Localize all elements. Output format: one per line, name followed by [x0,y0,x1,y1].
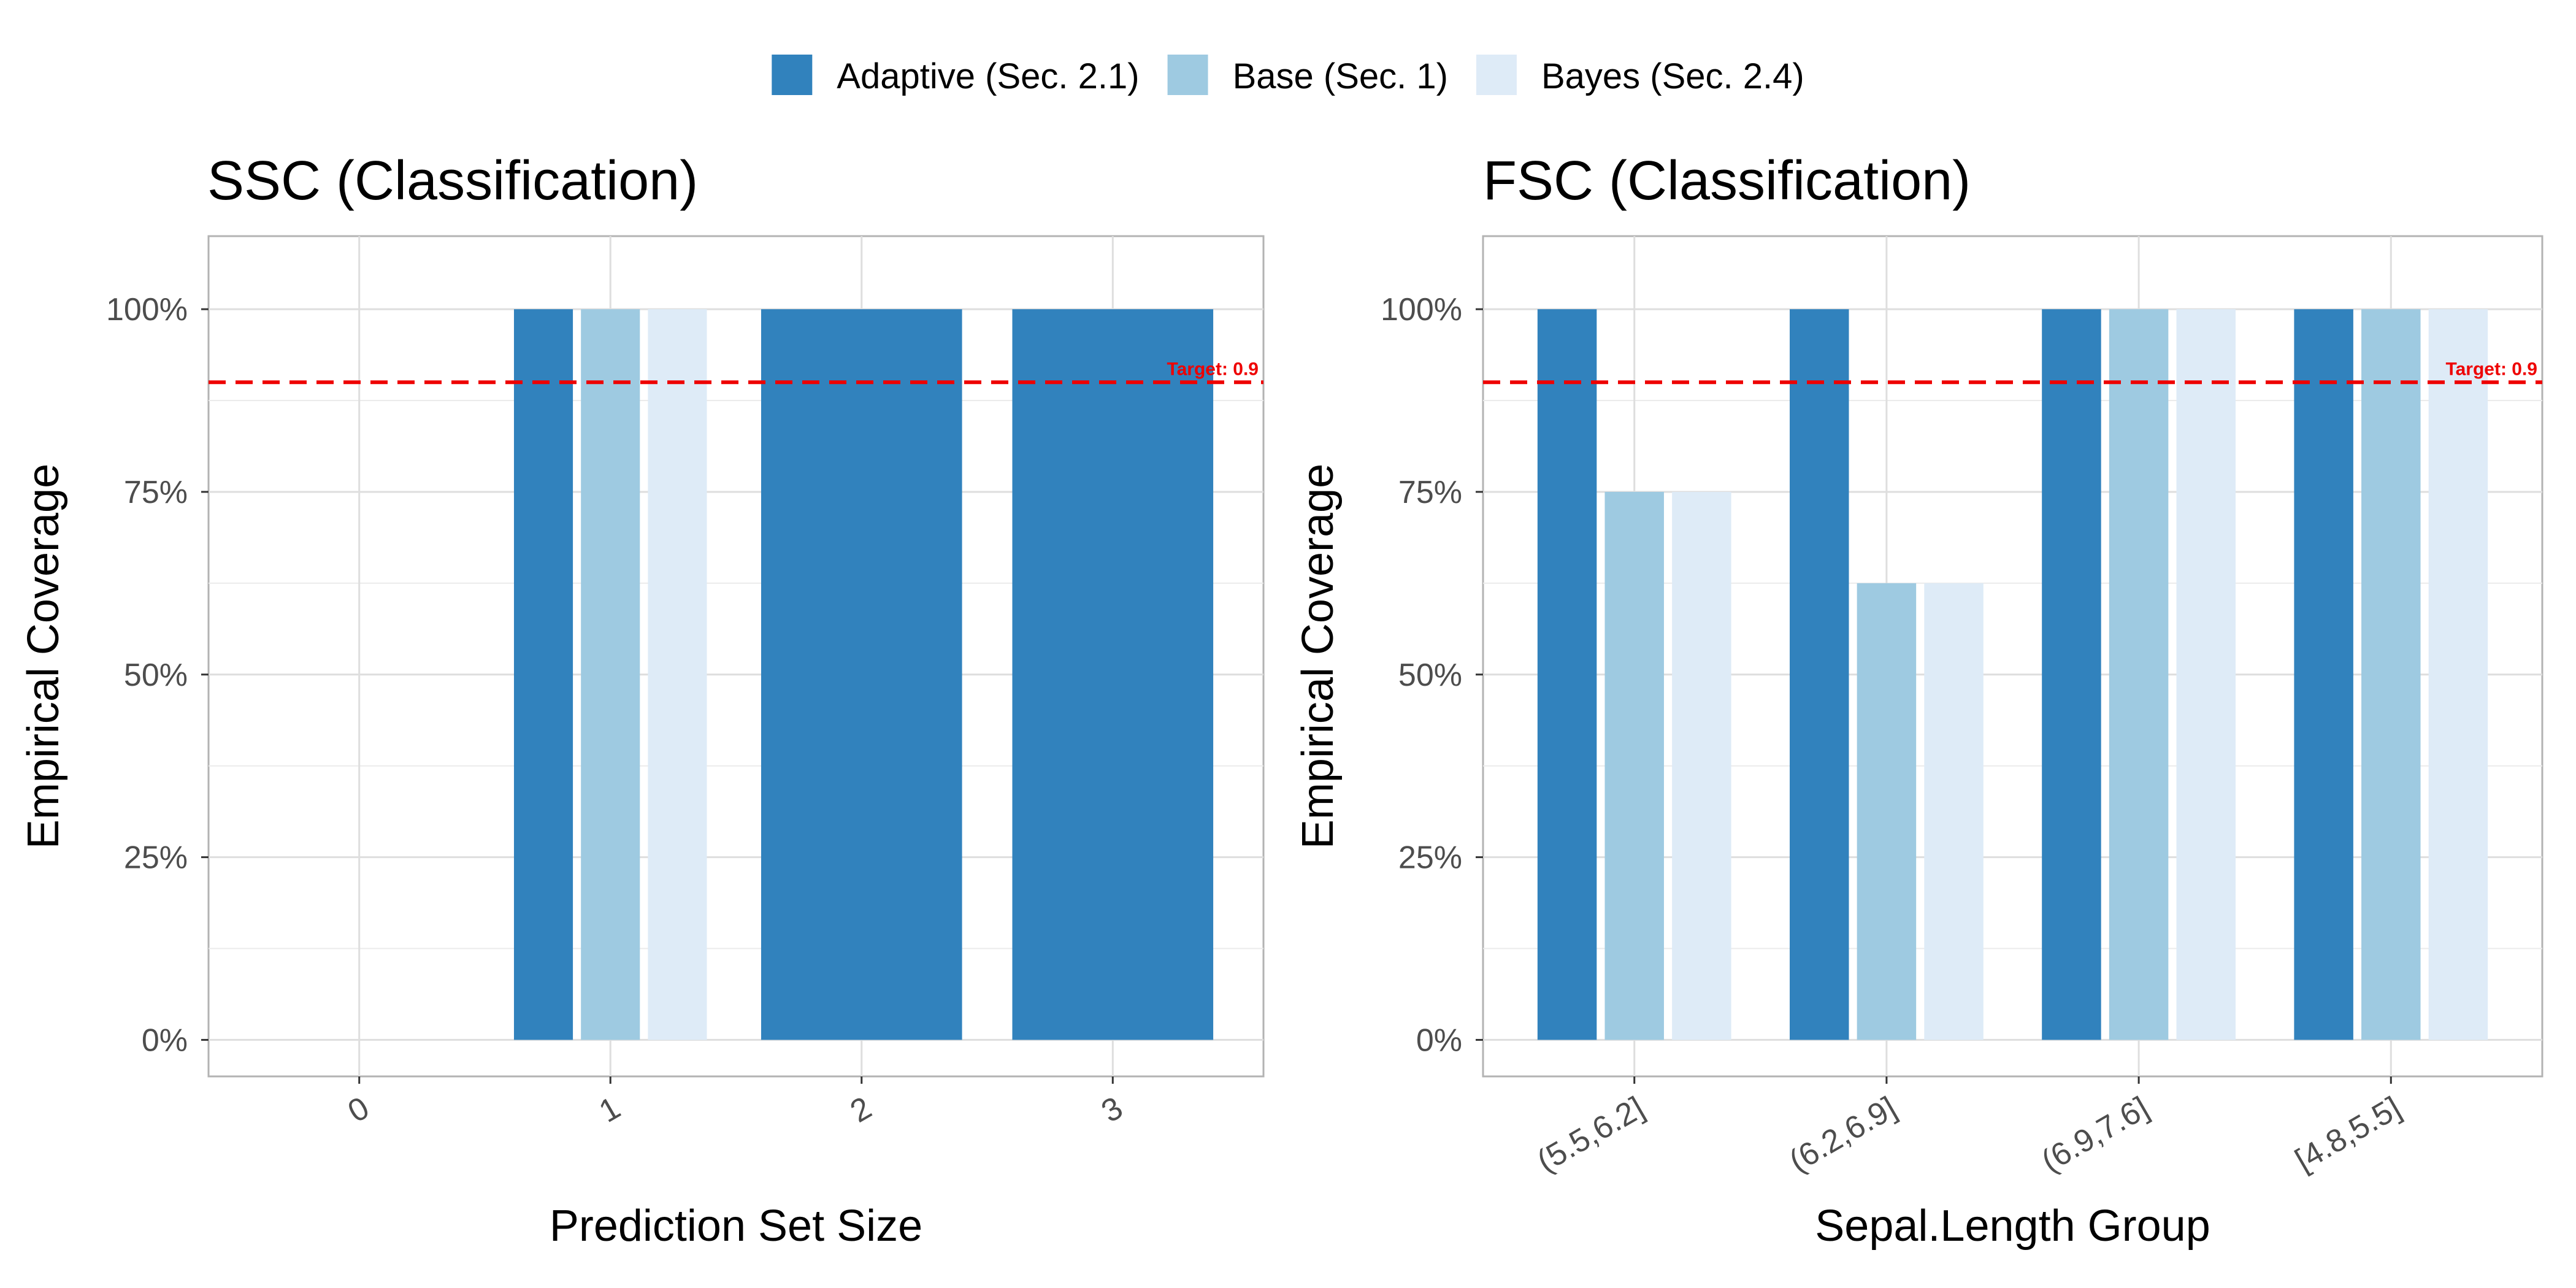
y-axis-title: Empirical Coverage [1294,464,1343,849]
bar [581,309,640,1040]
y-tick-label: 100% [1381,292,1462,328]
bar [1790,309,1849,1040]
bar [1672,491,1731,1040]
y-axis-title: Empirical Coverage [19,464,68,849]
bar [2428,309,2488,1040]
x-tick-label: (5.5,6.2] [1531,1090,1650,1179]
panel-title: SSC (Classification) [207,150,698,212]
bar [2109,309,2169,1040]
y-tick-label: 0% [1416,1022,1462,1058]
y-tick-label: 75% [124,475,188,510]
target-label: Target: 0.9 [2446,359,2538,379]
bar [761,309,962,1040]
x-tick-label: (6.9,7.6] [2036,1090,2155,1179]
x-axis-title: Sepal.Length Group [1815,1202,2210,1251]
y-tick-label: 25% [124,840,188,876]
y-tick-label: 100% [106,292,188,328]
x-axis-title: Prediction Set Size [550,1202,922,1251]
bar [1604,491,1664,1040]
bar [513,309,573,1040]
y-tick-label: 25% [1398,840,1462,876]
legend-label: Base (Sec. 1) [1233,56,1448,96]
bar [1924,583,1984,1040]
legend-swatch [1167,55,1208,95]
legend: Adaptive (Sec. 2.1) Base (Sec. 1) Bayes (S… [772,55,1804,96]
legend-label: Bayes (Sec. 2.4) [1541,56,1804,96]
x-tick-label: [4.8,5.5] [2290,1090,2407,1178]
y-tick-label: 50% [124,657,188,693]
bar [2042,309,2101,1040]
target-label: Target: 0.9 [1167,359,1259,379]
bar [1537,309,1597,1040]
bar [648,309,707,1040]
bar [2176,309,2236,1040]
x-tick-label: 2 [845,1090,878,1130]
bar [1857,583,1917,1040]
bar [2361,309,2421,1040]
panel-title: FSC (Classification) [1483,150,1971,212]
panel-ssc: 0% 25% 50% 75% 100% Target: 0.9 0 1 2 3 Prediction… [19,150,1265,1251]
legend-label: Adaptive (Sec. 2.1) [837,56,1139,96]
x-tick-label: 1 [593,1090,626,1130]
y-tick-label: 75% [1398,475,1462,510]
x-tick-label: (6.2,6.9] [1784,1090,1903,1179]
x-tick-label: 3 [1095,1090,1129,1130]
panel-fsc: 0% 25% 50% 75% 100% Target: 0.9 (5.5,6.2] (6.2,… [1294,150,2543,1251]
bar [2294,309,2353,1040]
y-tick-label: 50% [1398,657,1462,693]
x-tick-label: 0 [342,1090,375,1130]
y-tick-label: 0% [142,1022,188,1058]
legend-swatch [772,55,813,95]
bar [1012,309,1214,1040]
legend-swatch [1476,55,1517,95]
